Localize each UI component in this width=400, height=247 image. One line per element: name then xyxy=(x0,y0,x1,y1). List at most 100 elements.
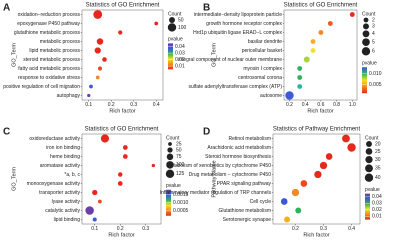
y-tick-label: autosome xyxy=(260,93,282,99)
y-tick-label: glutathione metabolic process xyxy=(14,30,81,36)
bubble xyxy=(349,12,355,17)
bubble xyxy=(295,207,302,214)
chart-title: Statistics of GO Enrichment xyxy=(85,127,159,133)
bubble xyxy=(94,47,101,54)
plot-frame xyxy=(81,133,162,225)
y-tick-label: oxidation−reduction process xyxy=(18,12,81,18)
color-legend-title: pvalue xyxy=(168,37,183,43)
size-legend-key xyxy=(167,23,177,32)
size-legend-label: 50 xyxy=(176,147,182,153)
size-legend-key xyxy=(365,155,373,164)
panel-letter: B xyxy=(203,3,210,14)
colorbar xyxy=(168,43,173,70)
y-tick-label: aromatase activity xyxy=(40,163,81,169)
x-tick-label: 1.0 xyxy=(349,102,356,108)
colorbar-tick-label: 0.01 xyxy=(175,63,185,69)
colorbar-tick-label: 0.01 xyxy=(372,214,382,220)
size-legend-title: Count xyxy=(166,135,180,141)
y-tick-label: lipid binding xyxy=(54,217,81,223)
panel: D Statistics of Pathway Enrichment 0.2 0.3 0… xyxy=(160,127,382,239)
size-legend-label: 3 xyxy=(372,24,375,30)
size-legend-key xyxy=(364,173,374,182)
size-legend-key xyxy=(362,38,370,46)
colorbar-tick-label: 0.04 xyxy=(175,44,185,50)
color-legend-title: pvalue xyxy=(362,61,377,67)
size-legend-title: Count xyxy=(365,135,379,141)
bubble xyxy=(85,206,94,215)
bubble xyxy=(297,84,303,89)
size-legend-key xyxy=(363,23,369,30)
colorbar xyxy=(365,193,370,220)
x-tick-label: 0.1 xyxy=(85,102,92,108)
y-tick-label: lyase activity xyxy=(52,199,81,205)
y-tick-label: monooxygenase activity xyxy=(27,181,81,187)
y-tick-label: Arachidonic acid metabolism xyxy=(207,145,271,151)
bubble xyxy=(285,91,294,100)
y-tick-label: positive regulation of cell migration xyxy=(3,84,80,90)
y-tick-label: metabolic process xyxy=(40,39,81,45)
y-tick-label: Glutathione metabolism xyxy=(218,208,271,214)
bubble xyxy=(284,216,291,223)
bubble xyxy=(89,84,93,89)
bubble xyxy=(297,75,303,80)
y-tick-label: transporter activity xyxy=(39,190,80,196)
plot-frame xyxy=(81,9,164,101)
size-legend-label: 125 xyxy=(176,171,185,177)
size-legend-label: 35 xyxy=(375,166,381,172)
bubble xyxy=(97,66,103,71)
x-tick-label: 0.4 xyxy=(302,102,309,108)
x-tick-label: 0.3 xyxy=(142,226,149,232)
size-legend-label: 50 xyxy=(178,17,184,23)
colorbar-tick-label: 0.04 xyxy=(372,194,382,200)
y-axis-label: Pathway Name xyxy=(211,160,217,197)
plot-frame xyxy=(283,9,358,101)
size-legend-label: 75 xyxy=(176,154,182,160)
size-legend-key xyxy=(168,142,172,146)
size-legend-key xyxy=(165,169,175,179)
y-tick-label: fatty acid metabolic process xyxy=(18,66,80,72)
colorbar-tick-label: 0.0010 xyxy=(173,200,189,206)
x-tick-label: 0.4 xyxy=(348,226,355,232)
bubble xyxy=(310,48,316,53)
bubble xyxy=(102,57,107,62)
panel-letter: D xyxy=(203,127,210,138)
size-legend-key xyxy=(166,153,174,161)
panel: A Statistics of GO Enrichment 0.1 0.2 0.3 0.4… xyxy=(3,3,187,115)
y-tick-label: steroid metabolic process xyxy=(23,57,80,63)
size-legend-label: 4 xyxy=(372,31,375,37)
size-legend-label: 5 xyxy=(372,39,375,45)
x-tick-label: 0.2 xyxy=(117,226,124,232)
bubble xyxy=(327,21,333,26)
y-tick-label: integral component of nuclear outer memb… xyxy=(178,57,282,63)
size-legend-key xyxy=(365,148,373,155)
y-tick-label: centrosomal corona xyxy=(238,75,282,81)
colorbar-tick-label: 0.02 xyxy=(175,57,185,63)
bubble xyxy=(92,217,97,222)
size-legend-label: 2 xyxy=(372,17,375,23)
y-tick-label: catalytic activity xyxy=(45,208,80,214)
size-legend-label: 25 xyxy=(176,141,182,147)
bubble xyxy=(97,199,102,204)
y-tick-label: myosin I complex xyxy=(243,66,282,72)
size-legend-key xyxy=(166,161,174,169)
bubble xyxy=(122,154,128,159)
bubble xyxy=(347,143,356,152)
y-tick-label: Inflammatory mediator regulation of TRP … xyxy=(160,190,272,196)
panel-letter: A xyxy=(3,3,10,14)
bubble xyxy=(118,172,123,177)
bubble xyxy=(117,181,123,186)
size-legend-label: 100 xyxy=(176,162,185,168)
y-tick-label: Serotonergic synapse xyxy=(223,217,272,223)
y-axis-label: GO_Term xyxy=(11,43,17,67)
bubble xyxy=(314,170,322,179)
x-tick-label: 0.1 xyxy=(91,226,98,232)
bubble xyxy=(297,66,303,71)
x-tick-label: 0.2 xyxy=(292,226,299,232)
y-tick-label: growth hormone receptor complex xyxy=(206,21,282,27)
y-tick-label: iron ion binding xyxy=(46,145,80,151)
bubble xyxy=(118,30,123,35)
panel: B Statistics of GO Enrichment 0.2 0.4 0.6 0.8… xyxy=(178,3,382,115)
x-axis-label: Rich factor xyxy=(108,232,134,238)
color-legend-title: pvalue xyxy=(166,183,181,189)
size-legend-label: 6 xyxy=(372,49,375,55)
